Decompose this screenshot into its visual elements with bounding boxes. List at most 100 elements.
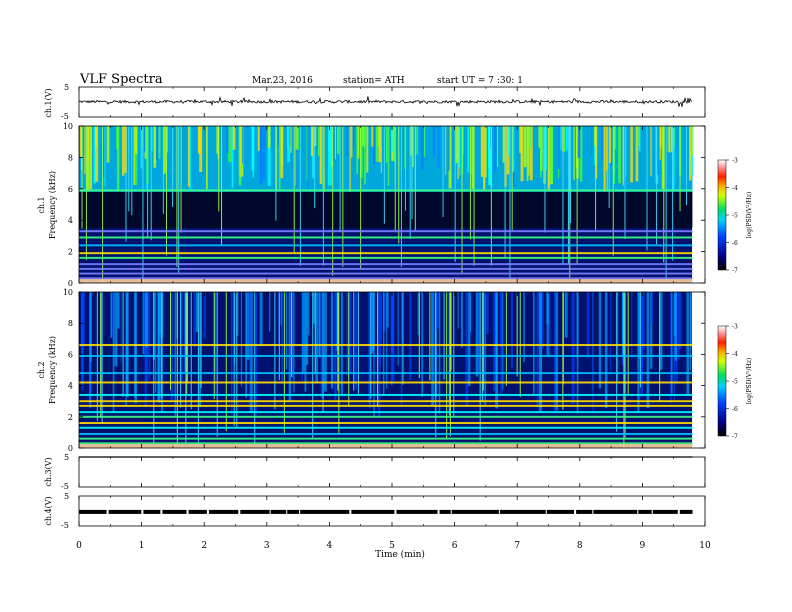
sferic-line xyxy=(616,292,618,432)
spectral-streak xyxy=(689,126,692,181)
ch2-colorbar-label: log(PSD(V²/Hz) xyxy=(746,358,753,405)
spectral-streak xyxy=(608,126,612,164)
spectral-streak xyxy=(523,292,525,363)
sferic-line xyxy=(314,126,316,209)
spectral-streak xyxy=(144,292,148,348)
spectral-streak xyxy=(268,126,271,148)
ch4-trace-segment xyxy=(162,509,187,514)
sferic-line xyxy=(627,292,629,395)
spectral-streak xyxy=(104,126,106,187)
sferic-line xyxy=(101,292,103,424)
spectral-streak xyxy=(315,292,319,383)
sferic-line xyxy=(283,292,285,435)
spectral-streak xyxy=(637,292,640,412)
station-label: station= ATH xyxy=(343,76,405,86)
spectral-streak xyxy=(523,126,527,168)
ch4-ylabel: ch.4(V) xyxy=(44,496,53,525)
time-tick-label: 7 xyxy=(514,541,520,551)
ch1-channel-label: ch.1 xyxy=(37,196,46,213)
spectral-streak xyxy=(327,126,330,186)
freq-tick-label: 8 xyxy=(68,319,73,328)
spectral-streak xyxy=(571,292,575,404)
tone-line xyxy=(79,189,693,192)
spectral-streak xyxy=(81,292,84,374)
spectral-streak xyxy=(495,292,499,409)
spectral-streak xyxy=(378,126,381,163)
ch4-trace-segment xyxy=(439,509,451,514)
spectral-streak xyxy=(262,126,266,181)
spectral-streak xyxy=(431,292,434,406)
spectral-streak xyxy=(232,126,236,150)
spectral-streak xyxy=(161,292,164,413)
spectral-streak xyxy=(116,126,120,192)
sferic-line xyxy=(216,292,218,437)
sferic-line xyxy=(293,126,295,253)
sferic-line xyxy=(562,292,564,385)
spectral-streak xyxy=(102,126,105,177)
spectral-streak xyxy=(255,292,258,416)
spectral-streak xyxy=(203,292,206,339)
spectral-streak xyxy=(586,292,590,358)
colorbar-tick-label: -5 xyxy=(732,213,738,220)
spectral-streak xyxy=(670,292,672,404)
sferic-line xyxy=(153,292,155,444)
sferic-line xyxy=(278,292,280,381)
spectral-streak xyxy=(136,126,138,186)
sferic-line xyxy=(394,126,396,231)
spectral-streak xyxy=(151,126,153,152)
date-label: Mar.23, 2016 xyxy=(252,76,313,86)
spectral-streak xyxy=(548,292,551,358)
sferic-line xyxy=(314,292,316,375)
spectral-streak xyxy=(352,126,355,147)
sferic-line xyxy=(142,126,144,281)
ch2-spectrogram-image xyxy=(79,292,693,448)
ch1-ytick-bottom: -5 xyxy=(61,112,69,121)
spectral-streak xyxy=(659,292,663,370)
time-axis-label: Time (min) xyxy=(375,549,425,560)
spectral-streak xyxy=(140,126,143,169)
spectral-streak xyxy=(508,126,511,156)
tone-line xyxy=(79,437,693,440)
freq-tick-label: 10 xyxy=(63,288,73,297)
spectral-streak xyxy=(459,126,461,176)
spectral-streak xyxy=(340,292,343,396)
spectral-streak xyxy=(349,126,351,192)
sferic-line xyxy=(180,292,182,408)
sferic-line xyxy=(85,126,87,261)
spectral-streak xyxy=(174,292,177,416)
spectral-streak xyxy=(155,126,158,161)
spectral-streak xyxy=(144,292,147,408)
spectral-streak xyxy=(455,126,458,164)
spectral-streak xyxy=(641,292,645,349)
ch4-trace-segment xyxy=(188,509,207,514)
spectral-streak xyxy=(166,126,169,153)
spectral-streak xyxy=(668,126,671,153)
tone-line xyxy=(79,415,693,418)
sferic-line xyxy=(312,292,314,438)
spectral-streak xyxy=(536,292,539,408)
spectral-streak xyxy=(307,126,309,191)
spectral-streak xyxy=(502,126,506,163)
spectral-streak xyxy=(506,126,510,175)
spectral-streak xyxy=(606,126,608,172)
time-tick-label: 9 xyxy=(640,541,646,551)
spectral-streak xyxy=(557,126,560,169)
spectral-streak xyxy=(436,292,439,329)
sferic-line xyxy=(274,292,276,410)
spectral-streak xyxy=(519,126,522,154)
sferic-line xyxy=(624,126,626,239)
spectral-streak xyxy=(348,292,352,374)
sferic-line xyxy=(125,126,127,242)
ch1-colorbar-scale xyxy=(717,159,727,271)
sferic-line xyxy=(190,292,192,410)
spectral-streak xyxy=(400,292,403,405)
spectral-streak xyxy=(576,292,579,414)
spectral-streak xyxy=(637,126,640,147)
spectral-streak xyxy=(417,292,419,336)
colorbar-tick-label: -7 xyxy=(732,268,738,275)
spectral-streak xyxy=(610,292,612,372)
sferic-line xyxy=(511,126,513,231)
spectral-streak xyxy=(251,126,255,171)
spectral-streak xyxy=(438,292,441,414)
spectral-streak xyxy=(510,292,513,369)
